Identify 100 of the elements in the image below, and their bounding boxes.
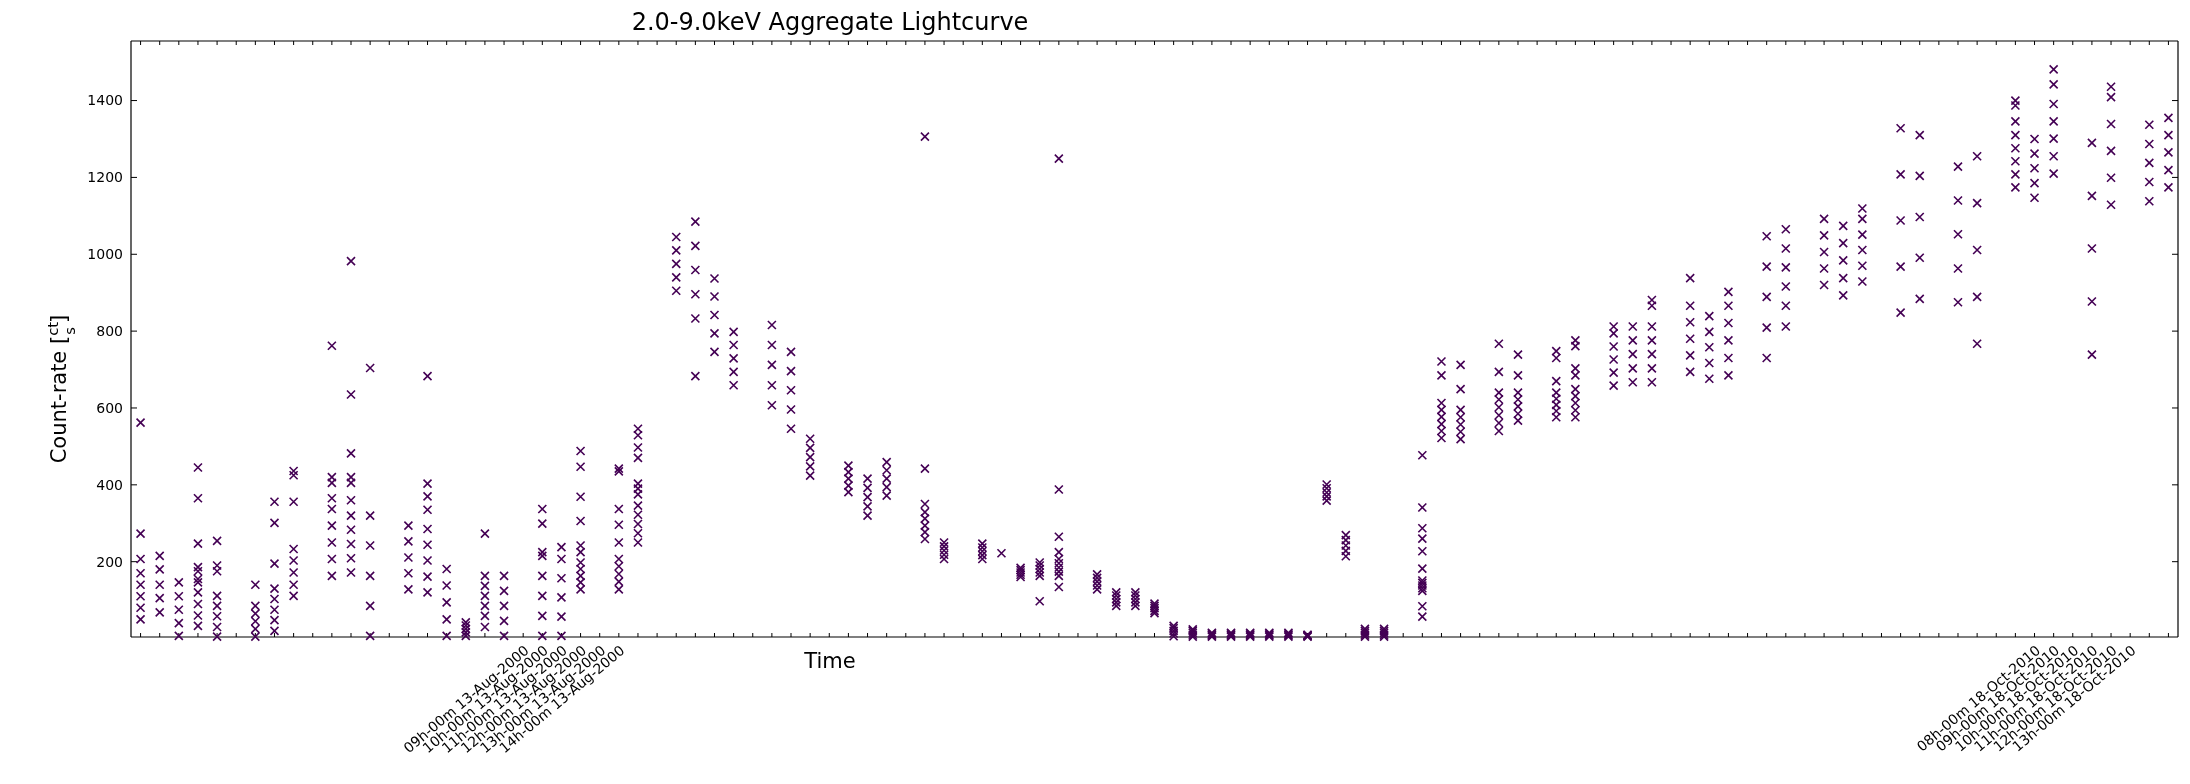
point [1455,384,1466,394]
point [212,536,222,546]
point [1417,450,1428,461]
point [575,540,586,551]
point [1513,349,1523,360]
point [1417,546,1428,557]
point [1551,353,1562,363]
point [365,363,375,373]
point [135,417,146,428]
y-tick-label: 1400 [87,92,123,109]
point [2048,64,2059,75]
point [346,478,356,488]
point [575,547,586,557]
point [1570,341,1581,351]
point [614,537,624,548]
point [346,472,356,482]
point [422,491,433,502]
point [1417,502,1428,513]
point [193,493,203,504]
point [920,463,930,474]
point [269,518,280,528]
y-tick-label: 1000 [87,246,123,263]
point [537,504,548,514]
chart-title: 2.0-9.0keV Aggregate Lightcurve [631,8,1029,36]
point [193,538,203,549]
point [1551,346,1562,356]
point [422,505,433,515]
point [346,448,356,459]
point [193,566,203,577]
point [575,491,586,502]
point [2048,79,2059,90]
point [920,131,930,142]
point [1513,370,1523,381]
y-tick-label: 600 [96,399,123,416]
point [1436,370,1447,381]
point [1417,601,1428,612]
point [614,519,624,530]
point [2010,95,2021,106]
point [614,504,624,514]
point [1494,387,1504,398]
point [212,560,222,571]
point [1054,531,1064,542]
point [1494,367,1504,377]
point [135,554,146,564]
point [346,389,356,400]
point [193,562,203,572]
point [1417,533,1428,544]
point [1054,484,1064,495]
point [575,516,586,526]
point [537,547,548,557]
point [346,256,356,266]
point [1417,563,1428,574]
point [1455,360,1466,370]
point [1034,596,1045,607]
point [422,371,433,381]
point [633,430,643,441]
point [327,493,337,504]
point [2106,81,2116,92]
point [633,442,643,453]
point [1781,321,1791,332]
point [1417,611,1428,622]
point [996,548,1007,559]
point [633,483,643,494]
point [1647,295,1657,305]
y-tick-label: 1200 [87,169,123,186]
point [288,470,299,481]
point [288,496,299,507]
point [1857,203,1868,214]
point [2010,116,2021,127]
point [480,528,490,539]
point [633,478,643,489]
point [633,423,643,434]
point [1436,398,1447,408]
point [1723,287,1734,297]
point [633,453,643,463]
point [1417,523,1428,534]
point [690,371,701,381]
point [193,574,203,584]
point [575,446,586,456]
point [556,542,567,552]
x-axis-title: Time [803,649,856,673]
point [1551,376,1562,386]
point [1685,273,1695,283]
point [327,340,337,351]
point [422,478,433,489]
y-tick-label: 800 [96,323,123,340]
point [537,518,548,529]
point [346,495,356,505]
point [327,472,337,482]
point [135,528,146,539]
point [288,466,299,476]
y-tick-label: 400 [96,476,123,493]
point [269,558,280,569]
point [1494,339,1504,349]
point [1570,335,1581,346]
point [1054,153,1064,164]
point [327,478,337,488]
point [2010,100,2021,111]
point [1570,370,1581,381]
point [1054,547,1064,557]
